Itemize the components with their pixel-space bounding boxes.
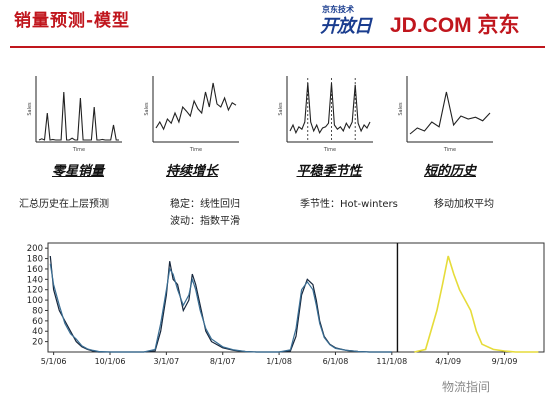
event-logo-top: 京东技术	[322, 5, 354, 14]
y-axis-label: Sales	[27, 102, 33, 116]
series-line-sporadic	[38, 91, 119, 141]
plot-frame	[47, 242, 545, 353]
brand-logo: 京东技术 开放日 JD.COM 京东	[320, 4, 546, 40]
y-tick-label: 180	[27, 255, 43, 265]
y-tick-label: 140	[27, 275, 43, 285]
model-label-sporadic: 零星销量	[51, 164, 104, 179]
x-tick-label: 4/1/09	[435, 357, 461, 366]
x-axis-label: Time	[189, 147, 202, 153]
title-divider	[10, 46, 545, 48]
sales-history-chart: 20 40 60 80 100 120 140 160 180 200 5/1/06 10/1/06 3…	[8, 240, 548, 366]
x-axis-label: Time	[72, 147, 85, 153]
mini-chart-sporadic: Sales Time	[26, 72, 126, 154]
series-line-seasonal	[289, 82, 371, 135]
mini-chart-growth: Sales Time	[143, 72, 243, 154]
model-desc-growth: 稳定：线性回归 波动：指数平滑	[170, 196, 240, 230]
y-tick-label: 60	[32, 317, 43, 327]
series-line-growth	[155, 82, 237, 131]
slide-title: 销量预测-模型	[14, 11, 131, 31]
mini-chart-seasonal: Sales Time	[277, 72, 377, 154]
event-logo: 京东技术 开放日	[320, 4, 384, 37]
y-tick-label: 40	[32, 327, 43, 337]
watermark: 物流指间	[442, 380, 491, 394]
series-line-fitted	[49, 263, 392, 353]
desc-line: 汇总历史在上层预测	[19, 199, 109, 210]
x-tick-label: 8/1/07	[210, 357, 236, 366]
desc-line: 季节性：Hot-winters	[300, 199, 398, 210]
y-axis-label: Sales	[278, 102, 284, 116]
series-line-actual	[49, 255, 392, 353]
model-desc-sporadic: 汇总历史在上层预测	[19, 196, 109, 213]
desc-line: 移动加权平均	[434, 199, 494, 210]
x-axis-label: Time	[443, 147, 456, 153]
x-tick-label: 11/1/08	[376, 357, 407, 366]
y-tick-label: 80	[32, 306, 43, 316]
y-axis-label: Sales	[144, 102, 150, 116]
x-tick-label: 1/1/08	[266, 357, 292, 366]
x-tick-label: 3/1/07	[153, 357, 179, 366]
model-label-short-history: 短的历史	[423, 164, 476, 179]
model-label-seasonal: 平稳季节性	[296, 164, 362, 179]
event-logo-main: 开放日	[320, 16, 372, 37]
desc-line: 稳定：线性回归	[170, 199, 240, 210]
desc-line: 波动：指数平滑	[170, 216, 240, 227]
x-tick-label: 9/1/09	[492, 357, 518, 366]
y-tick-label: 20	[32, 338, 43, 348]
y-tick-label: 120	[27, 286, 43, 296]
y-tick-label: 160	[27, 265, 43, 275]
series-line-short-history	[409, 91, 491, 135]
x-axis-label: Time	[323, 147, 336, 153]
y-tick-label: 200	[27, 244, 43, 254]
jd-logo: JD.COM 京东	[390, 14, 520, 37]
model-label-growth: 持续增长	[165, 164, 218, 179]
x-tick-label: 6/1/08	[323, 357, 349, 366]
y-axis-label: Sales	[398, 102, 404, 116]
x-tick-label: 10/1/06	[95, 357, 126, 366]
mini-chart-short-history: Sales Time	[397, 72, 497, 154]
y-tick-label: 100	[27, 296, 43, 306]
model-desc-seasonal: 季节性：Hot-winters	[300, 196, 398, 213]
model-desc-short-history: 移动加权平均	[434, 196, 494, 213]
x-tick-label: 5/1/06	[41, 357, 67, 366]
series-line-forecast	[414, 255, 539, 353]
